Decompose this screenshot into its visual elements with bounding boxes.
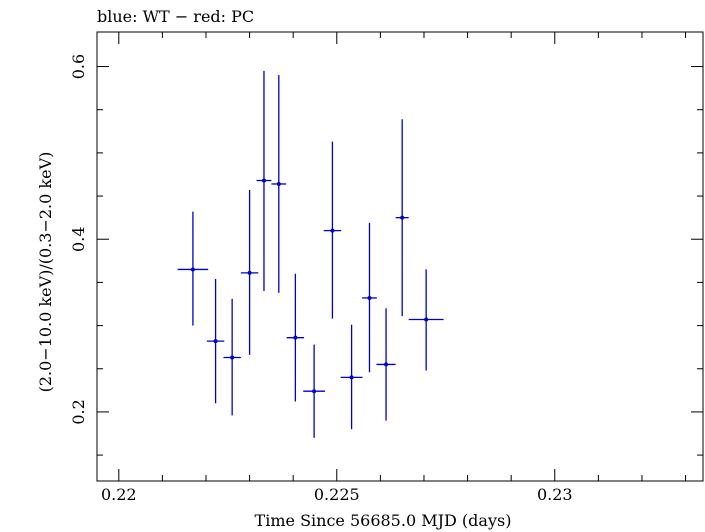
data-point [286,273,305,402]
point-marker [276,181,281,186]
data-point [376,308,396,421]
y-tick-label: 0.6 [69,54,88,79]
point-marker [230,355,235,360]
x-tick-label: 0.225 [314,485,360,504]
y-axis-label: (2.0−10.0 keV)/(0.3−2.0 keV) [36,152,55,393]
data-point [408,269,444,371]
axis-ticks [97,32,703,481]
data-points [177,70,444,438]
point-marker [293,335,298,340]
data-point [223,298,241,416]
point-marker [247,270,252,275]
data-point [271,75,287,293]
data-point [362,222,377,373]
point-marker [384,362,389,367]
x-axis-label: Time Since 56685.0 MJD (days) [255,511,512,530]
point-marker [261,178,266,183]
chart-title: blue: WT − red: PC [97,7,254,26]
data-point [395,119,409,317]
point-marker [312,389,317,394]
data-point [256,70,272,292]
y-tick-label: 0.4 [69,227,88,252]
point-marker [367,295,372,300]
data-point [303,344,326,438]
point-marker [424,317,429,322]
point-marker [400,215,405,220]
data-point [323,141,342,319]
point-marker [190,267,195,272]
y-tick-label: 0.2 [69,399,88,424]
data-point [340,324,363,430]
x-tick-label: 0.23 [537,485,573,504]
data-point [206,278,225,404]
x-tick-label: 0.22 [101,485,137,504]
data-point [240,190,259,355]
tick-labels: 0.22 0.225 0.23 0.2 0.4 0.6 [69,54,573,504]
plot-frame [96,31,704,482]
point-marker [349,375,354,380]
data-point [177,211,209,326]
point-marker [213,339,218,344]
point-marker [330,228,335,233]
